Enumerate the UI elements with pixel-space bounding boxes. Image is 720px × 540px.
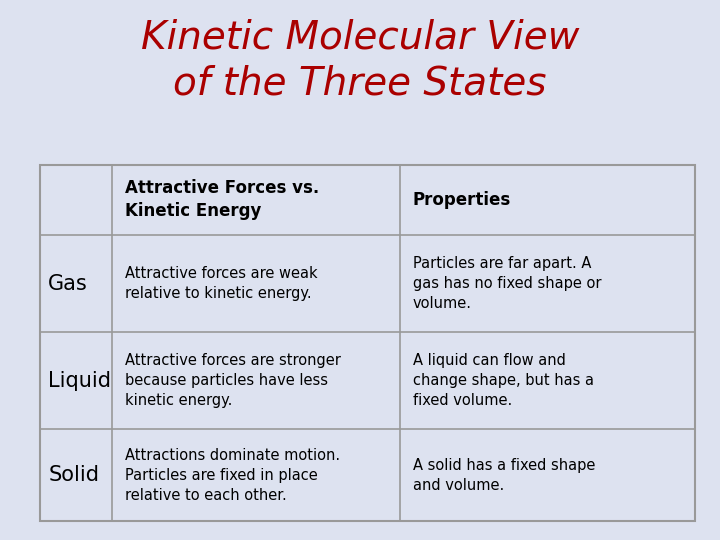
Text: A solid has a fixed shape
and volume.: A solid has a fixed shape and volume. bbox=[413, 458, 595, 492]
Text: Solid: Solid bbox=[48, 465, 99, 485]
Text: A liquid can flow and
change shape, but has a
fixed volume.: A liquid can flow and change shape, but … bbox=[413, 353, 593, 408]
Text: Kinetic Molecular View
of the Three States: Kinetic Molecular View of the Three Stat… bbox=[141, 19, 579, 103]
Text: Attractive forces are weak
relative to kinetic energy.: Attractive forces are weak relative to k… bbox=[125, 266, 318, 301]
Text: Properties: Properties bbox=[413, 191, 510, 209]
Bar bbox=[40, 165, 695, 521]
Text: Gas: Gas bbox=[48, 273, 88, 294]
Text: Attractive Forces vs.
Kinetic Energy: Attractive Forces vs. Kinetic Energy bbox=[125, 179, 319, 220]
Text: Liquid: Liquid bbox=[48, 370, 112, 391]
Text: Attractions dominate motion.
Particles are fixed in place
relative to each other: Attractions dominate motion. Particles a… bbox=[125, 448, 340, 503]
Text: Particles are far apart. A
gas has no fixed shape or
volume.: Particles are far apart. A gas has no fi… bbox=[413, 256, 601, 311]
Text: Attractive forces are stronger
because particles have less
kinetic energy.: Attractive forces are stronger because p… bbox=[125, 353, 341, 408]
